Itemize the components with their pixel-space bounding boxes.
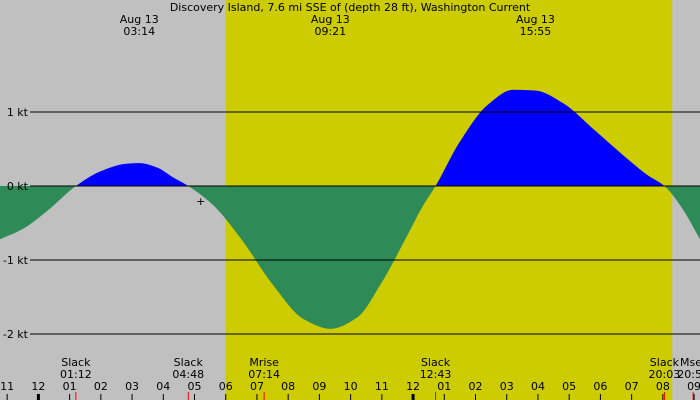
x-tick-label: 07 bbox=[625, 380, 639, 393]
x-tick-label: 12 bbox=[406, 380, 420, 393]
extrema-time: 03:14 bbox=[123, 25, 155, 38]
extrema-date: Aug 13 bbox=[516, 13, 555, 26]
event-time: 04:48 bbox=[172, 368, 204, 381]
x-tick-label: 02 bbox=[94, 380, 108, 393]
x-tick-label: 10 bbox=[344, 380, 358, 393]
extrema-date: Aug 13 bbox=[120, 13, 159, 26]
x-tick-label: 03 bbox=[500, 380, 514, 393]
x-tick-label: 06 bbox=[593, 380, 607, 393]
x-tick-label: 08 bbox=[656, 380, 670, 393]
y-axis: 1 kt 0 kt -1 kt -2 kt bbox=[3, 106, 29, 341]
x-tick-label: 12 bbox=[31, 380, 45, 393]
x-axis: 11 12 01 02 03 04 05 06 07 08 09 10 11 12 01 02 03 04 05 06… bbox=[0, 380, 700, 400]
x-tick-label: 05 bbox=[188, 380, 202, 393]
x-tick-label: 11 bbox=[375, 380, 389, 393]
current-area bbox=[0, 89, 700, 329]
x-tick-label: 01 bbox=[63, 380, 77, 393]
extrema-time: 09:21 bbox=[314, 25, 346, 38]
x-tick-label: 04 bbox=[531, 380, 545, 393]
event-time: 07:14 bbox=[248, 368, 280, 381]
x-tick-label: 07 bbox=[250, 380, 264, 393]
chart-title: Discovery Island, 7.6 mi SSE of (depth 2… bbox=[170, 1, 531, 14]
event-label: Slack bbox=[174, 356, 204, 369]
x-tick-label: 03 bbox=[125, 380, 139, 393]
event-label: Mrise bbox=[249, 356, 279, 369]
y-gridlines bbox=[30, 111, 700, 335]
x-tick-label: 01 bbox=[437, 380, 451, 393]
x-tick-label: 11 bbox=[0, 380, 14, 393]
event-time: 12:43 bbox=[420, 368, 452, 381]
x-tick-label: 06 bbox=[219, 380, 233, 393]
plus-marker: + bbox=[196, 195, 205, 208]
flood-current-area bbox=[0, 89, 700, 186]
event-time: 01:12 bbox=[60, 368, 92, 381]
x-tick-label: 05 bbox=[562, 380, 576, 393]
x-tick-label: 04 bbox=[156, 380, 170, 393]
y-tick-label: -2 kt bbox=[3, 328, 29, 341]
event-labels: Slack01:12Slack04:48Mrise07:14Slack12:43… bbox=[60, 356, 700, 400]
y-tick-label: 1 kt bbox=[7, 106, 29, 119]
marker: + bbox=[196, 195, 205, 208]
extrema-time: 15:55 bbox=[520, 25, 552, 38]
ebb-current-area bbox=[0, 186, 700, 329]
x-tick-label: 02 bbox=[469, 380, 483, 393]
y-tick-label: -1 kt bbox=[3, 254, 29, 267]
event-label: Slack bbox=[421, 356, 451, 369]
extrema-date: Aug 13 bbox=[311, 13, 350, 26]
event-label: Slack bbox=[61, 356, 91, 369]
event-label: Slack bbox=[650, 356, 680, 369]
event-time: 20:03 bbox=[649, 368, 681, 381]
x-tick-label: 08 bbox=[281, 380, 295, 393]
y-tick-label: 0 kt bbox=[7, 180, 29, 193]
event-label: Mset bbox=[680, 356, 700, 369]
x-tick-label: 09 bbox=[687, 380, 700, 393]
x-tick-label: 09 bbox=[312, 380, 326, 393]
event-time: 20:58 bbox=[677, 368, 700, 381]
